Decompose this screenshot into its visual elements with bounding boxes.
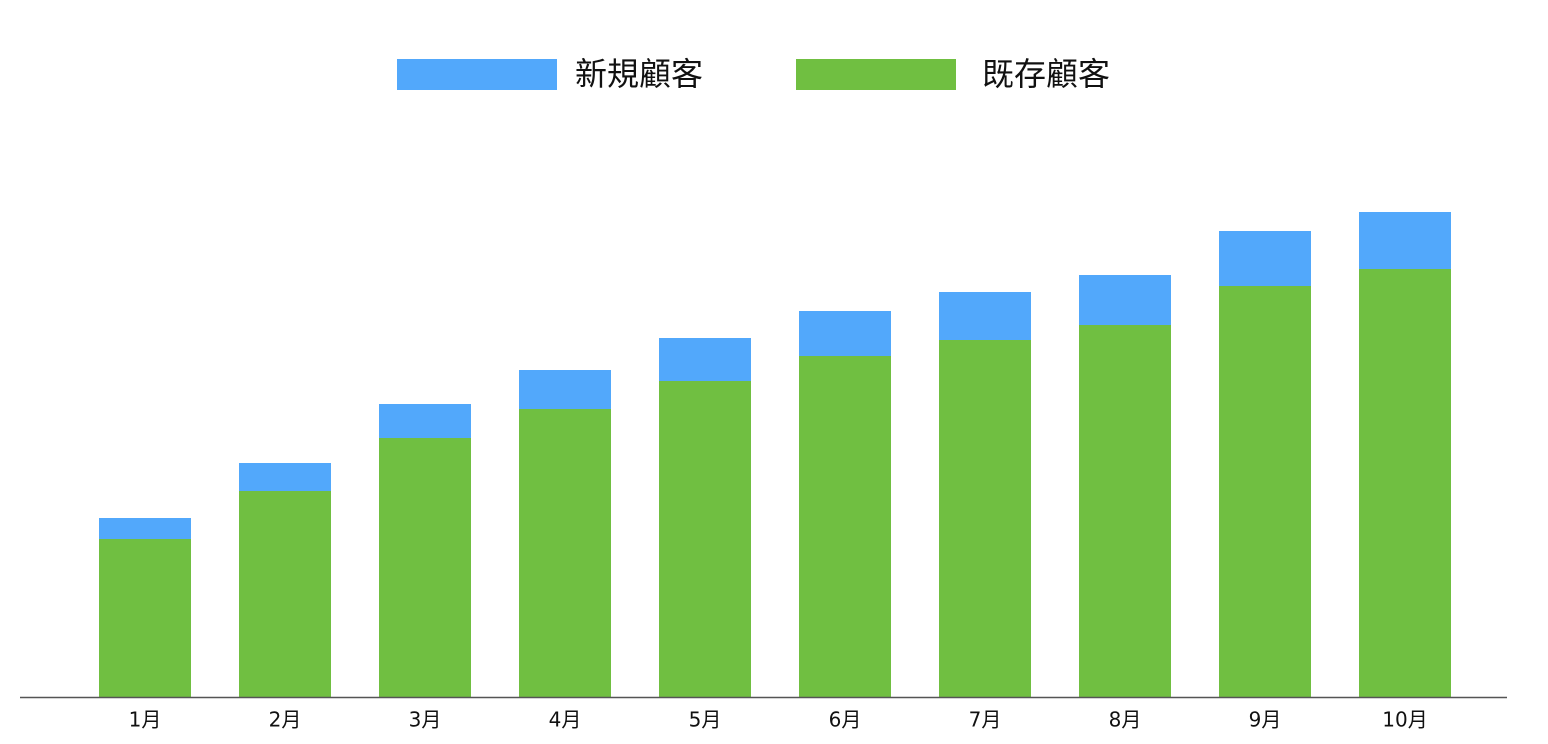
bar-segment <box>659 381 751 697</box>
bar-segment <box>799 311 891 356</box>
x-tick-label: 9月 <box>1249 708 1282 732</box>
bar-segment <box>239 463 331 491</box>
x-tick-label: 7月 <box>969 708 1002 732</box>
bar-segment <box>939 292 1031 340</box>
bar-segment <box>1079 275 1171 325</box>
bar-segment <box>379 438 471 697</box>
bar-segment <box>939 340 1031 697</box>
bar-segment <box>519 370 611 409</box>
bar-segment <box>99 539 191 697</box>
bar-segment <box>99 518 191 539</box>
x-tick-label: 8月 <box>1109 708 1142 732</box>
bar-segment <box>1079 325 1171 697</box>
bar-segment <box>1359 269 1451 697</box>
bar-segment <box>379 404 471 438</box>
bar-segment <box>1219 231 1311 286</box>
legend-label: 新規顧客 <box>575 55 703 93</box>
legend-swatch <box>397 59 557 90</box>
bar-segment <box>659 338 751 381</box>
x-tick-label: 1月 <box>129 708 162 732</box>
bar-segment <box>239 491 331 697</box>
x-tick-label: 10月 <box>1382 708 1427 732</box>
bar-segment <box>1219 286 1311 697</box>
bar-segment <box>799 356 891 697</box>
x-tick-label: 2月 <box>269 708 302 732</box>
x-tick-label: 6月 <box>829 708 862 732</box>
x-tick-label: 3月 <box>409 708 442 732</box>
bar-segment <box>1359 212 1451 269</box>
legend-swatch <box>796 59 956 90</box>
legend-label: 既存顧客 <box>982 55 1110 93</box>
bar-segment <box>519 409 611 697</box>
x-tick-label: 4月 <box>549 708 582 732</box>
x-tick-label: 5月 <box>689 708 722 732</box>
